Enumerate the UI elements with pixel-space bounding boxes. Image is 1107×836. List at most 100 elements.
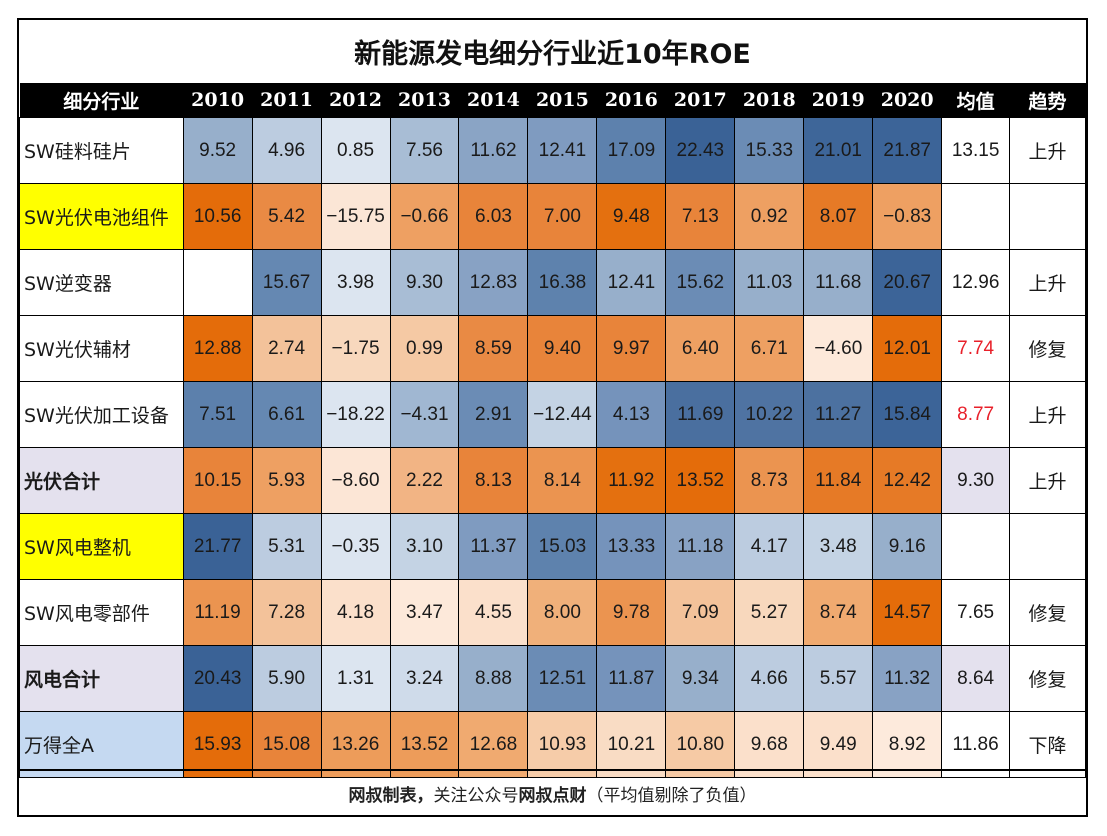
roe-cell-2019: 11.27	[803, 381, 874, 448]
trend-cell	[1009, 183, 1086, 250]
roe-cell-2017: 7.13	[665, 183, 736, 250]
roe-cell-2012: 13.26	[320, 711, 391, 778]
roe-cell-2018: 4.66	[734, 645, 805, 712]
row-label: SW硅料硅片	[19, 117, 184, 184]
roe-cell-2018: 11.03	[734, 249, 805, 316]
roe-cell-2018: 8.73	[734, 447, 805, 514]
roe-cell-2020: 20.67	[872, 249, 943, 316]
roe-cell-2013: 7.56	[389, 117, 460, 184]
row-label: 风电合计	[19, 645, 184, 712]
avg-cell: 12.96	[941, 249, 1011, 316]
table-row: SW逆变器 15.67 3.98 9.30 12.83 16.38 12.41 15.62 11…	[19, 249, 1086, 316]
roe-cell-2016: 11.87	[596, 645, 667, 712]
roe-cell-2015: 12.51	[527, 645, 598, 712]
row-label: SW逆变器	[19, 249, 184, 316]
roe-cell-2020: −0.83	[872, 183, 943, 250]
roe-cell-2012: −8.60	[320, 447, 391, 514]
roe-cell-2018: 6.71	[734, 315, 805, 382]
trend-cell: 修复	[1009, 315, 1086, 382]
roe-cell-2017: 11.18	[665, 513, 736, 580]
header-year-2016: 2016	[596, 83, 666, 118]
roe-cell-2012: 3.98	[320, 249, 391, 316]
avg-cell: 8.64	[941, 645, 1011, 712]
header-trend: 趋势	[1009, 83, 1086, 118]
roe-cell-2014: 8.13	[458, 447, 529, 514]
roe-cell-2018: 5.27	[734, 579, 805, 646]
roe-cell-2020: 8.92	[872, 711, 943, 778]
roe-cell-2016: 9.48	[596, 183, 667, 250]
avg-cell: 9.30	[941, 447, 1011, 514]
roe-cell-2016: 12.41	[596, 249, 667, 316]
roe-cell-2010: 20.43	[182, 645, 253, 712]
roe-cell-2019: 11.84	[803, 447, 874, 514]
header-year-2010: 2010	[183, 83, 253, 118]
roe-cell-2013: 13.52	[389, 711, 460, 778]
roe-cell-2012: −1.75	[320, 315, 391, 382]
roe-cell-2014: 11.37	[458, 513, 529, 580]
row-label: SW光伏辅材	[19, 315, 184, 382]
roe-cell-2017: 9.34	[665, 645, 736, 712]
roe-cell-2014: 11.62	[458, 117, 529, 184]
table-row: 风电合计 20.43 5.90 1.31 3.24 8.88 12.51 11.87 9.34 4…	[19, 645, 1086, 712]
roe-cell-2017: 15.62	[665, 249, 736, 316]
roe-cell-2012: 4.18	[320, 579, 391, 646]
roe-cell-2016: 13.33	[596, 513, 667, 580]
header-row: 细分行业 2010 2011 2012 2013 2014 2015 2016 2017 201…	[19, 83, 1086, 118]
roe-cell-2019: 11.68	[803, 249, 874, 316]
roe-cell-2014: 2.91	[458, 381, 529, 448]
avg-cell: 7.74	[941, 315, 1011, 382]
table-row: SW风电零部件 11.19 7.28 4.18 3.47 4.55 8.00 9.78 7.09…	[19, 579, 1086, 646]
header-avg: 均值	[941, 83, 1010, 118]
roe-cell-2011: 6.61	[251, 381, 322, 448]
avg-cell	[941, 183, 1011, 250]
roe-cell-2016: 17.09	[596, 117, 667, 184]
roe-cell-2010: 11.19	[182, 579, 253, 646]
footer-remark: （平均值剔除了负值）	[586, 785, 757, 806]
roe-cell-2013: 3.47	[389, 579, 460, 646]
roe-cell-2020: 14.57	[872, 579, 943, 646]
roe-cell-2016: 10.21	[596, 711, 667, 778]
roe-cell-2013: 0.99	[389, 315, 460, 382]
roe-cell-2019: 9.49	[803, 711, 874, 778]
table-row: 万得全A 15.93 15.08 13.26 13.52 12.68 10.93 10.21 1…	[19, 711, 1086, 778]
roe-cell-2011: 15.67	[251, 249, 322, 316]
header-year-2020: 2020	[872, 83, 942, 118]
roe-cell-2017: 7.09	[665, 579, 736, 646]
roe-cell-2010: 10.56	[182, 183, 253, 250]
roe-cell-2019: 8.74	[803, 579, 874, 646]
roe-cell-2015: 9.40	[527, 315, 598, 382]
roe-cell-2010: 15.93	[182, 711, 253, 778]
roe-cell-2011: 2.74	[251, 315, 322, 382]
table-row: SW光伏电池组件 10.56 5.42 −15.75 −0.66 6.03 7.00 9.48…	[19, 183, 1086, 250]
roe-cell-2015: 10.93	[527, 711, 598, 778]
avg-cell	[941, 513, 1011, 580]
roe-cell-2018: 0.92	[734, 183, 805, 250]
header-year-2014: 2014	[458, 83, 528, 118]
row-label: 万得全A	[19, 711, 184, 778]
roe-cell-2011: 5.31	[251, 513, 322, 580]
row-label: 光伏合计	[19, 447, 184, 514]
header-year-2017: 2017	[665, 83, 735, 118]
roe-cell-2015: 8.00	[527, 579, 598, 646]
roe-cell-2018: 4.17	[734, 513, 805, 580]
roe-cell-2018: 15.33	[734, 117, 805, 184]
roe-cell-2012: −15.75	[320, 183, 391, 250]
roe-cell-2014: 8.88	[458, 645, 529, 712]
roe-cell-2014: 4.55	[458, 579, 529, 646]
roe-cell-2019: 21.01	[803, 117, 874, 184]
roe-cell-2011: 5.93	[251, 447, 322, 514]
roe-cell-2020: 15.84	[872, 381, 943, 448]
roe-cell-2018: 10.22	[734, 381, 805, 448]
roe-cell-2013: −4.31	[389, 381, 460, 448]
trend-cell: 上升	[1009, 447, 1086, 514]
roe-cell-2017: 13.52	[665, 447, 736, 514]
roe-cell-2013: −0.66	[389, 183, 460, 250]
roe-table-sheet: 新能源发电细分行业近10年ROE 细分行业 2010 2011 2012 2013 20…	[17, 18, 1088, 817]
roe-cell-2020: 11.32	[872, 645, 943, 712]
roe-cell-2015: 16.38	[527, 249, 598, 316]
row-label: SW风电整机	[19, 513, 184, 580]
header-label: 细分行业	[19, 83, 184, 118]
header-year-2019: 2019	[803, 83, 873, 118]
footer-note: 网叔制表， 关注公众号 网叔点财 （平均值剔除了负值）	[19, 769, 1086, 815]
roe-cell-2015: 12.41	[527, 117, 598, 184]
